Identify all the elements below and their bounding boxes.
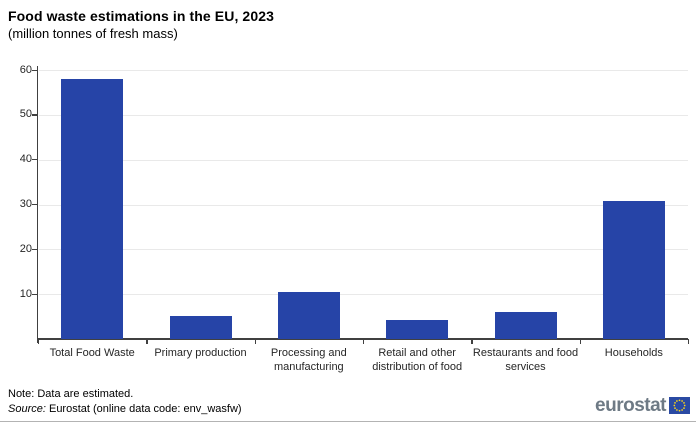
x-axis-tick bbox=[146, 339, 148, 344]
x-axis-tick bbox=[579, 339, 581, 344]
x-category-label: Households bbox=[604, 347, 663, 359]
y-axis-tick bbox=[32, 204, 37, 206]
gridline bbox=[39, 114, 688, 116]
x-category-label: Processing and manufacturing bbox=[270, 347, 347, 373]
source-text: Eurostat (online data code: env_wasfw) bbox=[45, 403, 242, 415]
x-axis-tick bbox=[688, 339, 690, 344]
bar bbox=[169, 316, 232, 339]
y-tick-label: 60 bbox=[19, 63, 32, 76]
y-tick-label: 10 bbox=[19, 287, 32, 300]
gridline bbox=[39, 70, 688, 71]
y-axis-tick bbox=[32, 159, 37, 161]
gridline bbox=[39, 204, 688, 206]
chart-note: Note: Data are estimated. bbox=[8, 388, 134, 400]
x-axis-tick bbox=[363, 339, 365, 344]
x-category-label: Retail and other distribution of food bbox=[372, 347, 463, 373]
y-tick-label: 40 bbox=[19, 153, 32, 166]
x-axis-tick bbox=[38, 339, 40, 344]
eurostat-logo: eurostat bbox=[595, 396, 690, 415]
x-axis-tick bbox=[471, 339, 473, 344]
source-label: Source: bbox=[8, 403, 46, 415]
gridline bbox=[39, 249, 688, 251]
gridline bbox=[39, 159, 688, 161]
y-tick-label: 30 bbox=[19, 198, 32, 210]
x-category-label: Restaurants and food services bbox=[472, 347, 579, 373]
y-axis-tick bbox=[32, 248, 37, 251]
y-axis-tick bbox=[32, 293, 37, 295]
x-category-label: Primary production bbox=[154, 347, 247, 359]
chart-source: Source: Eurostat (online data code: env_… bbox=[8, 403, 242, 415]
bar bbox=[386, 320, 449, 339]
y-axis-tick bbox=[32, 69, 37, 71]
bar bbox=[61, 78, 124, 339]
bar bbox=[602, 200, 665, 339]
y-tick-label: 50 bbox=[19, 108, 32, 121]
x-category-label: Total Food Waste bbox=[49, 347, 135, 359]
eu-flag-icon bbox=[669, 397, 690, 414]
bar bbox=[277, 291, 340, 339]
bar bbox=[494, 311, 557, 339]
x-axis-tick bbox=[254, 339, 256, 344]
gridline bbox=[39, 294, 688, 296]
eurostat-wordmark: eurostat bbox=[595, 395, 666, 416]
chart-subtitle: (million tonnes of fresh mass) bbox=[8, 26, 178, 41]
chart-title: Food waste estimations in the EU, 2023 bbox=[8, 8, 274, 24]
x-axis-line bbox=[37, 338, 688, 340]
y-tick-label: 20 bbox=[19, 242, 32, 255]
y-axis-line bbox=[37, 66, 39, 343]
y-axis-tick bbox=[32, 114, 37, 116]
